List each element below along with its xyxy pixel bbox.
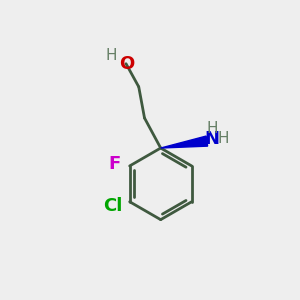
Text: H: H <box>105 48 117 63</box>
Text: F: F <box>109 154 121 172</box>
Text: O: O <box>120 55 135 73</box>
Text: H: H <box>217 131 229 146</box>
Text: N: N <box>205 130 220 148</box>
Text: H: H <box>206 121 218 136</box>
Text: Cl: Cl <box>103 197 122 215</box>
Polygon shape <box>161 136 208 148</box>
